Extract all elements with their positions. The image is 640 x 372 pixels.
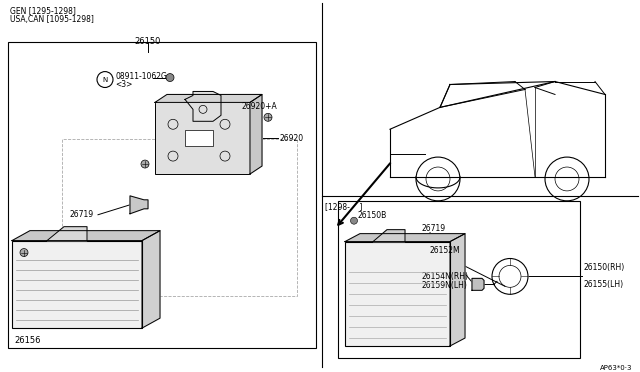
Text: 26156: 26156 — [14, 336, 40, 345]
Text: 26719: 26719 — [70, 210, 94, 219]
Polygon shape — [185, 92, 221, 121]
Polygon shape — [47, 227, 87, 241]
Text: 26150: 26150 — [135, 37, 161, 46]
Text: 26159N(LH): 26159N(LH) — [422, 281, 468, 290]
Circle shape — [264, 113, 272, 121]
Bar — [62, 139, 297, 296]
Polygon shape — [142, 231, 160, 328]
Bar — [12, 241, 142, 328]
Circle shape — [20, 248, 28, 257]
Text: 08911-1062G: 08911-1062G — [115, 72, 167, 81]
Polygon shape — [472, 278, 484, 290]
Text: GEN [1295-1298]: GEN [1295-1298] — [10, 6, 76, 15]
Polygon shape — [450, 234, 465, 346]
Text: 26150B: 26150B — [358, 211, 387, 220]
Text: 26154N(RH): 26154N(RH) — [422, 272, 469, 281]
Bar — [8, 42, 316, 348]
Bar — [338, 201, 580, 358]
Polygon shape — [155, 94, 262, 102]
Text: <3>: <3> — [115, 80, 132, 89]
Circle shape — [351, 217, 358, 224]
Circle shape — [166, 74, 174, 81]
Text: N: N — [102, 77, 108, 83]
Text: AP63*0·3: AP63*0·3 — [600, 365, 632, 371]
Circle shape — [141, 160, 149, 168]
Polygon shape — [345, 234, 465, 241]
Bar — [155, 102, 250, 174]
Text: [1298-    ]: [1298- ] — [325, 202, 362, 211]
Bar — [185, 130, 213, 146]
Text: 26920: 26920 — [280, 134, 304, 143]
Text: USA,CAN [1095-1298]: USA,CAN [1095-1298] — [10, 15, 94, 24]
Polygon shape — [12, 231, 160, 241]
Polygon shape — [373, 230, 405, 241]
Text: 26155(LH): 26155(LH) — [584, 280, 624, 289]
Polygon shape — [250, 94, 262, 174]
Text: 26150(RH): 26150(RH) — [584, 263, 625, 272]
Text: 26920+A: 26920+A — [242, 102, 278, 111]
Polygon shape — [130, 196, 148, 214]
Bar — [345, 241, 450, 346]
Text: 26719: 26719 — [422, 224, 446, 233]
Text: 26152M: 26152M — [430, 246, 461, 255]
